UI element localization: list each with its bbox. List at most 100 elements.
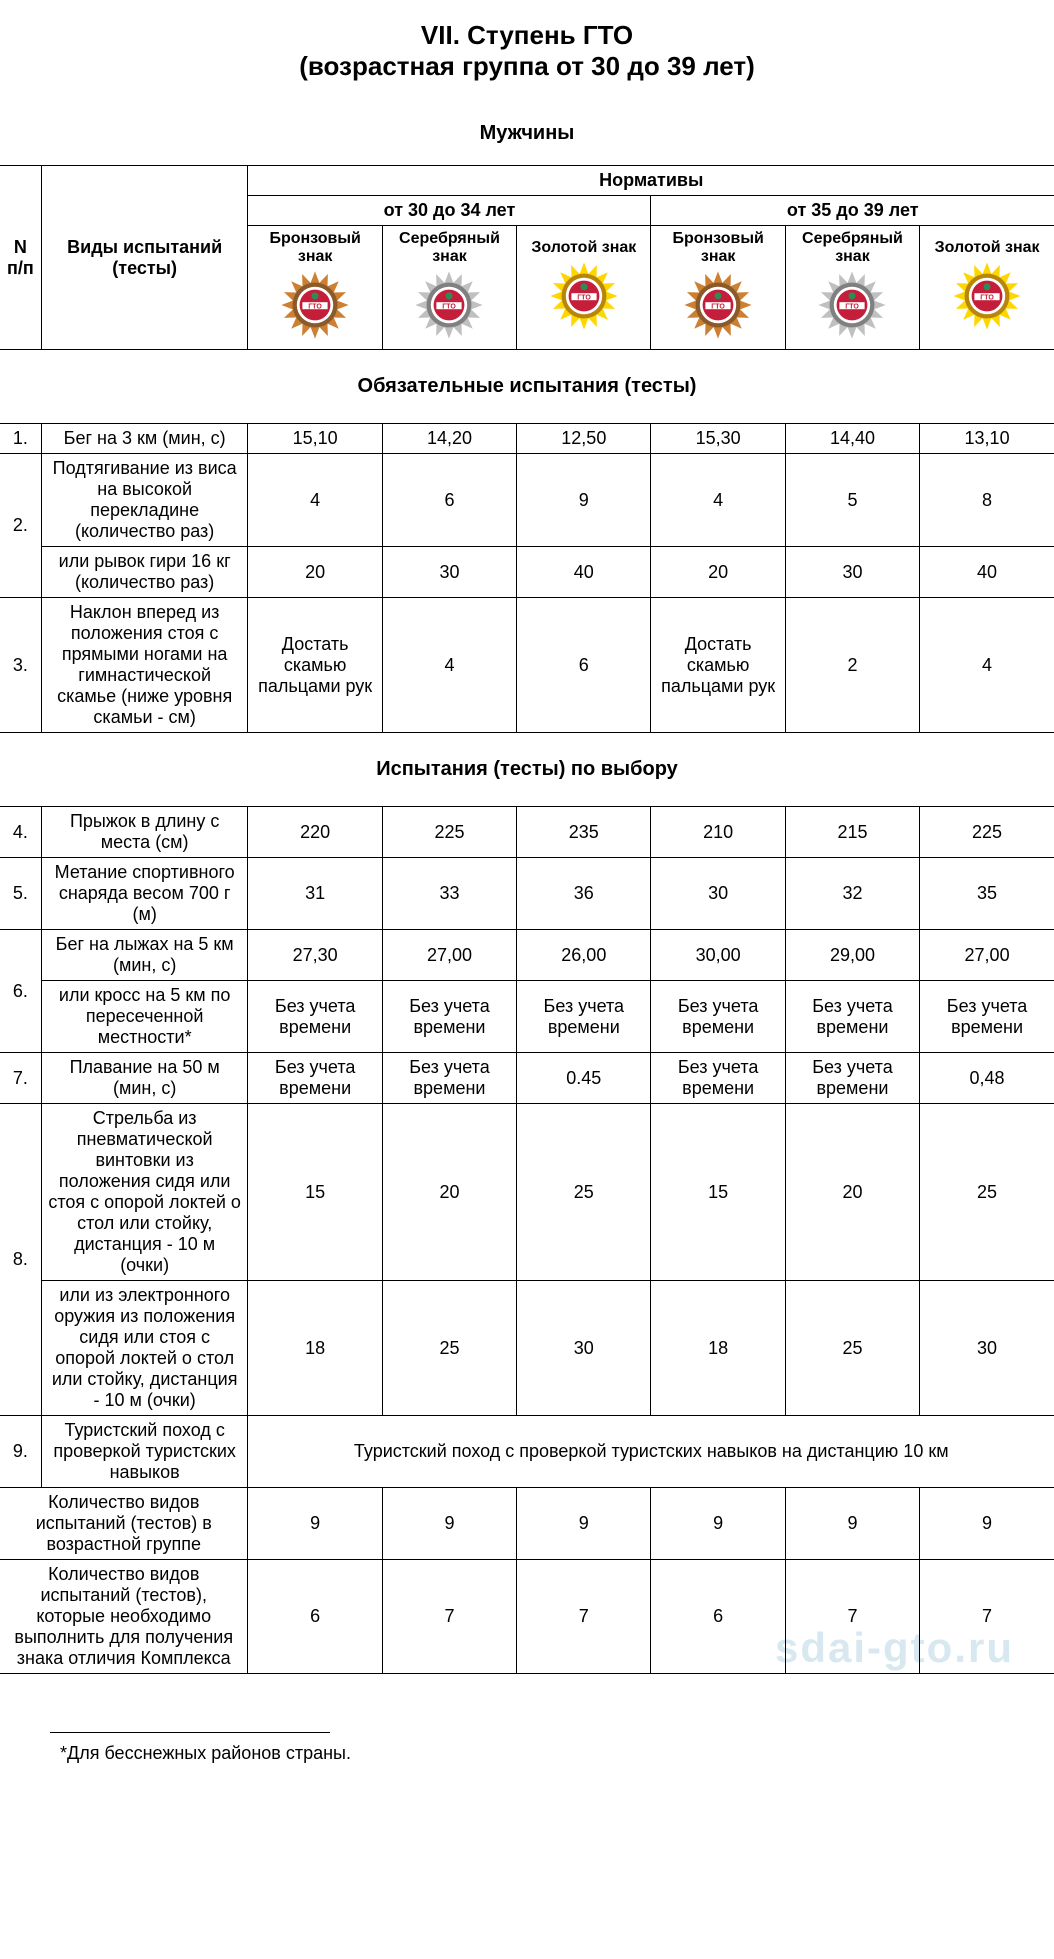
value-cell: 33	[382, 858, 516, 930]
value-cell: 215	[785, 807, 919, 858]
summary-value: 6	[248, 1560, 382, 1674]
section-header: Обязательные испытания (тесты)	[0, 350, 1054, 424]
header-gold-badge-0: Золотой знак ГТО	[517, 226, 651, 350]
title-line-1: VII. Ступень ГТО	[0, 20, 1054, 51]
svg-text:ГТО: ГТО	[308, 304, 322, 311]
value-cell: Без учета времени	[382, 1053, 516, 1104]
value-cell: 14,40	[785, 424, 919, 454]
test-name: Плавание на 50 м (мин, с)	[41, 1053, 248, 1104]
value-cell: 25	[517, 1104, 651, 1281]
svg-text:ГТО: ГТО	[443, 304, 457, 311]
header-tests: Виды испытаний (тесты)	[41, 166, 248, 350]
value-cell: 235	[517, 807, 651, 858]
test-name: Подтягивание из виса на высокой переклад…	[41, 454, 248, 547]
section-header: Испытания (тесты) по выбору	[0, 733, 1054, 807]
page-title-block: VII. Ступень ГТО (возрастная группа от 3…	[0, 20, 1054, 82]
value-cell: Без учета времени	[920, 981, 1054, 1053]
test-name: Наклон вперед из положения стоя с прямым…	[41, 598, 248, 733]
value-cell: Без учета времени	[382, 981, 516, 1053]
summary-value: 7	[785, 1560, 919, 1674]
title-line-2: (возрастная группа от 30 до 39 лет)	[0, 51, 1054, 82]
gender-label: Мужчины	[0, 122, 1054, 145]
value-cell: 30	[785, 547, 919, 598]
value-cell: 20	[382, 1104, 516, 1281]
value-cell: Без учета времени	[248, 1053, 382, 1104]
value-cell: 18	[248, 1281, 382, 1416]
standards-table: N п/п Виды испытаний (тесты) Нормативы о…	[0, 165, 1054, 1674]
bronze-badge-icon: ГТО	[254, 270, 375, 345]
value-cell: 15,10	[248, 424, 382, 454]
value-cell: 210	[651, 807, 785, 858]
header-num: N п/п	[0, 166, 41, 350]
value-cell: Без учета времени	[248, 981, 382, 1053]
value-cell: 225	[920, 807, 1054, 858]
value-cell: 4	[920, 598, 1054, 733]
summary-value: 9	[785, 1488, 919, 1560]
value-cell: 15	[651, 1104, 785, 1281]
value-cell: 0.45	[517, 1053, 651, 1104]
value-cell: 25	[382, 1281, 516, 1416]
value-cell: 27,00	[382, 930, 516, 981]
svg-text:ГТО: ГТО	[846, 304, 860, 311]
header-standards: Нормативы	[248, 166, 1054, 196]
test-name: или кросс на 5 км по пересеченной местно…	[41, 981, 248, 1053]
value-cell: 25	[785, 1281, 919, 1416]
value-cell: 20	[248, 547, 382, 598]
value-cell: 225	[382, 807, 516, 858]
value-cell: Без учета времени	[651, 1053, 785, 1104]
gold-label: Золотой знак	[523, 239, 644, 257]
silver-badge-icon: ГТО	[792, 270, 913, 345]
value-cell: 4	[651, 454, 785, 547]
bronze-label: Бронзовый знак	[657, 230, 778, 266]
silver-badge-icon: ГТО	[389, 270, 510, 345]
bronze-badge-icon: ГТО	[657, 270, 778, 345]
value-cell: 29,00	[785, 930, 919, 981]
value-cell: 25	[920, 1104, 1054, 1281]
value-cell: Достать скамью пальцами рук	[248, 598, 382, 733]
svg-text:ГТО: ГТО	[980, 295, 994, 302]
header-gold-badge-1: Золотой знак ГТО	[920, 226, 1054, 350]
value-cell: Без учета времени	[651, 981, 785, 1053]
summary-value: 9	[517, 1488, 651, 1560]
value-cell: 5	[785, 454, 919, 547]
value-cell: 26,00	[517, 930, 651, 981]
value-cell: 27,30	[248, 930, 382, 981]
summary-value: 9	[248, 1488, 382, 1560]
summary-name: Количество видов испытаний (тестов), кот…	[0, 1560, 248, 1674]
summary-value: 9	[382, 1488, 516, 1560]
value-cell: 40	[517, 547, 651, 598]
test-name: Стрельба из пневматической винтовки из п…	[41, 1104, 248, 1281]
summary-value: 9	[651, 1488, 785, 1560]
value-cell: 2	[785, 598, 919, 733]
row-num: 6.	[0, 930, 41, 1053]
header-bronze-badge-1: Бронзовый знак ГТО	[651, 226, 785, 350]
row-num: 4.	[0, 807, 41, 858]
value-cell: 30,00	[651, 930, 785, 981]
svg-text:ГТО: ГТО	[711, 304, 725, 311]
gold-badge-icon: ГТО	[926, 261, 1048, 336]
footnote: *Для бесснежных районов страны.	[60, 1743, 1054, 1764]
test-name: или рывок гири 16 кг (количество раз)	[41, 547, 248, 598]
test-name: Бег на лыжах на 5 км (мин, с)	[41, 930, 248, 981]
value-cell: 18	[651, 1281, 785, 1416]
value-cell: 220	[248, 807, 382, 858]
value-cell: 4	[248, 454, 382, 547]
value-cell: 15	[248, 1104, 382, 1281]
footnote-separator	[50, 1732, 330, 1733]
summary-value: 7	[920, 1560, 1054, 1674]
gold-badge-icon: ГТО	[523, 261, 644, 336]
row-num: 5.	[0, 858, 41, 930]
value-cell: Без учета времени	[517, 981, 651, 1053]
row-num: 3.	[0, 598, 41, 733]
header-bronze-badge-0: Бронзовый знак ГТО	[248, 226, 382, 350]
silver-label: Серебряный знак	[389, 230, 510, 266]
silver-label: Серебряный знак	[792, 230, 913, 266]
row-num: 2.	[0, 454, 41, 598]
value-cell: 30	[920, 1281, 1054, 1416]
value-cell: 20	[785, 1104, 919, 1281]
value-cell: 30	[517, 1281, 651, 1416]
header-silver-badge-1: Серебряный знак ГТО	[785, 226, 919, 350]
value-cell: 30	[382, 547, 516, 598]
header-age-2: от 35 до 39 лет	[651, 196, 1054, 226]
value-cell: 30	[651, 858, 785, 930]
